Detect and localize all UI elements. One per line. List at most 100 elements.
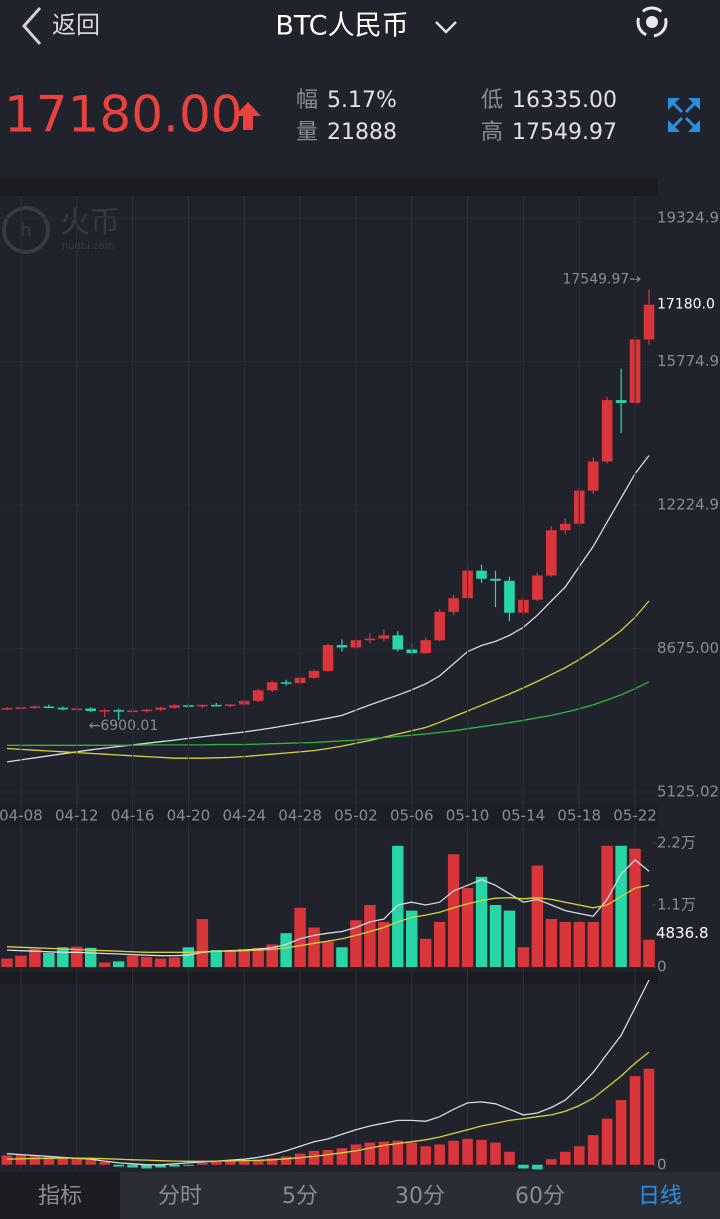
candle-body bbox=[252, 690, 264, 701]
volume-bar bbox=[629, 848, 641, 967]
candle-body bbox=[99, 710, 110, 712]
ma-line bbox=[7, 681, 650, 746]
quote: 17180.00 bbox=[4, 86, 700, 144]
macd-bar bbox=[238, 1161, 250, 1165]
macd-bar bbox=[308, 1150, 320, 1165]
volume-bar bbox=[154, 958, 167, 967]
refresh-ring bbox=[636, 6, 668, 38]
volume-bar bbox=[545, 919, 558, 967]
candle-body bbox=[266, 682, 278, 691]
volume-bar bbox=[112, 961, 125, 967]
candle-body bbox=[211, 704, 222, 707]
ma-line bbox=[6, 1051, 650, 1162]
x-tick-label: 04-20 bbox=[167, 807, 211, 825]
candle-body bbox=[57, 707, 69, 710]
back-arrow[interactable] bbox=[21, 7, 42, 45]
x-tick-label: 04-24 bbox=[222, 807, 266, 825]
candle-body bbox=[546, 530, 557, 576]
volume-bar bbox=[224, 950, 237, 967]
macd-bar bbox=[546, 1159, 557, 1165]
candle-body bbox=[559, 523, 571, 531]
title[interactable]: BTC人民币 bbox=[275, 11, 408, 42]
candle-body bbox=[1, 708, 13, 710]
tab[interactable]: 5分 bbox=[282, 1184, 318, 1209]
macd-bar bbox=[183, 1164, 194, 1166]
candle-body bbox=[113, 710, 124, 712]
macd-bar bbox=[113, 1164, 124, 1167]
tab[interactable]: 日线 bbox=[638, 1184, 682, 1209]
date-strip bbox=[0, 804, 658, 828]
watermark-logo bbox=[2, 206, 50, 254]
macd-bar bbox=[629, 1076, 641, 1165]
watermark-logo-mark: h bbox=[20, 220, 31, 241]
volume-bar bbox=[643, 939, 655, 967]
macd-bar bbox=[57, 1157, 69, 1165]
refresh-icon[interactable] bbox=[636, 6, 668, 38]
y-tick-label: 0 bbox=[657, 958, 667, 976]
candle-body bbox=[141, 709, 152, 712]
volume-bar bbox=[433, 921, 446, 967]
macd-bar bbox=[294, 1153, 306, 1165]
volume-bar bbox=[364, 905, 376, 967]
volume-bar bbox=[140, 956, 153, 967]
ma-line bbox=[6, 455, 650, 763]
volume-bar bbox=[15, 955, 27, 967]
volume-bar bbox=[475, 876, 488, 967]
x-tick-label: 05-06 bbox=[390, 807, 434, 825]
y-tick-label: 1.1万 bbox=[657, 896, 696, 914]
macd-bar bbox=[587, 1135, 599, 1165]
expand-icon[interactable] bbox=[668, 98, 700, 132]
volume-bar bbox=[71, 946, 83, 967]
x-tick-label: 04-08 bbox=[0, 807, 43, 825]
volume-bar bbox=[447, 854, 460, 967]
stat-value: 17549.97 bbox=[512, 120, 617, 145]
volume-bar bbox=[531, 865, 544, 967]
macd-bar bbox=[85, 1160, 97, 1165]
candle-body bbox=[308, 670, 320, 678]
y-tick-label: 15774.9 bbox=[657, 352, 719, 370]
macd-bar bbox=[43, 1156, 55, 1165]
stat-label: 量 bbox=[296, 120, 318, 145]
macd-bar bbox=[434, 1144, 445, 1165]
y-tick-label: 19324.9 bbox=[657, 209, 719, 227]
volume-bar bbox=[615, 845, 627, 967]
candle-body bbox=[532, 575, 543, 600]
expand-lines bbox=[669, 99, 699, 131]
y-tick-label: 2.2万 bbox=[657, 834, 696, 852]
volume-bar bbox=[29, 948, 41, 967]
stat-value: 5.17% bbox=[327, 88, 397, 113]
tab[interactable]: 30分 bbox=[395, 1184, 445, 1209]
back-label[interactable]: 返回 bbox=[52, 11, 100, 39]
volume-bar bbox=[517, 947, 530, 967]
volume-bar bbox=[322, 941, 334, 967]
macd-bar bbox=[643, 1068, 655, 1165]
candle-body bbox=[224, 704, 236, 706]
y-tick-label: 8675.00 bbox=[657, 639, 719, 657]
ma-line bbox=[6, 979, 650, 1166]
volume-bar bbox=[266, 944, 278, 967]
volume-bar bbox=[43, 952, 55, 967]
volume-bar bbox=[98, 962, 111, 967]
macd-bar bbox=[490, 1142, 501, 1165]
macd-bar bbox=[127, 1164, 138, 1168]
title-dropdown[interactable] bbox=[435, 21, 457, 34]
volume-bar bbox=[168, 957, 181, 967]
up-arrow bbox=[235, 102, 261, 130]
tab-highlight bbox=[0, 1172, 120, 1219]
candle-body bbox=[155, 707, 166, 710]
macd-bar bbox=[15, 1154, 27, 1165]
macd-bar bbox=[378, 1141, 390, 1165]
macd-bar bbox=[420, 1146, 432, 1165]
volume-bar bbox=[406, 910, 418, 967]
macd-bar bbox=[336, 1148, 348, 1165]
macd-bar bbox=[29, 1155, 41, 1165]
watermark-name: 火币 bbox=[60, 206, 120, 241]
tab[interactable]: 指标 bbox=[38, 1184, 82, 1209]
tab[interactable]: 60分 bbox=[515, 1184, 565, 1209]
x-tick-label: 05-18 bbox=[557, 807, 601, 825]
macd-bar bbox=[211, 1161, 222, 1165]
tab[interactable]: 分时 bbox=[158, 1184, 202, 1209]
volume-bar bbox=[196, 919, 209, 967]
